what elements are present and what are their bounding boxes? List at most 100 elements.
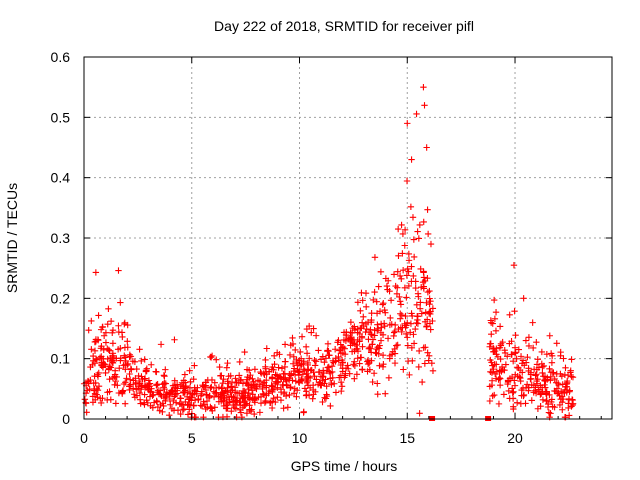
data-point xyxy=(487,356,494,364)
data-point xyxy=(506,311,513,318)
data-point xyxy=(263,370,270,378)
data-point xyxy=(109,352,116,359)
data-point xyxy=(270,395,277,402)
data-point xyxy=(496,374,503,382)
data-point xyxy=(414,290,422,297)
data-point xyxy=(126,351,134,359)
data-point xyxy=(525,365,532,372)
data-point xyxy=(394,284,401,291)
data-point xyxy=(424,206,431,213)
data-point xyxy=(130,391,138,398)
x-tick-label: 20 xyxy=(507,430,523,446)
data-points-layer xyxy=(80,83,577,421)
data-point xyxy=(113,355,120,362)
data-point xyxy=(387,314,394,322)
data-point xyxy=(414,313,422,320)
data-point xyxy=(487,368,494,376)
data-point xyxy=(539,369,546,377)
data-point xyxy=(126,386,133,394)
data-point xyxy=(117,345,124,352)
data-point xyxy=(417,299,424,306)
data-point xyxy=(403,272,411,279)
data-point xyxy=(299,371,307,378)
data-point xyxy=(554,380,562,387)
data-point xyxy=(115,322,122,329)
data-point xyxy=(178,401,185,408)
data-point xyxy=(410,253,418,261)
data-point xyxy=(379,351,387,359)
data-point xyxy=(559,381,566,388)
data-point xyxy=(533,366,541,373)
data-point xyxy=(517,374,524,382)
data-point xyxy=(406,329,414,336)
data-point xyxy=(136,346,143,353)
data-point xyxy=(153,398,161,406)
data-point xyxy=(562,364,569,371)
data-point xyxy=(416,410,423,417)
data-point xyxy=(423,299,430,306)
data-point xyxy=(170,397,177,405)
data-point xyxy=(497,342,505,349)
data-point xyxy=(200,383,207,390)
data-point xyxy=(320,367,327,374)
data-point xyxy=(347,318,355,326)
data-point xyxy=(559,406,566,413)
data-point xyxy=(551,387,558,395)
data-point xyxy=(130,385,137,392)
data-point xyxy=(510,388,517,396)
data-point xyxy=(319,398,326,406)
data-point xyxy=(416,221,424,229)
data-point xyxy=(394,225,402,233)
data-point xyxy=(499,338,506,346)
data-point xyxy=(167,401,174,408)
data-point xyxy=(162,366,169,373)
data-point xyxy=(121,400,129,407)
data-point xyxy=(109,359,117,367)
data-point xyxy=(167,389,174,396)
data-point xyxy=(91,390,99,397)
data-point xyxy=(505,387,512,395)
data-point xyxy=(359,366,366,373)
data-point xyxy=(215,398,223,405)
data-point xyxy=(412,284,419,292)
data-point xyxy=(491,315,499,322)
data-point xyxy=(145,381,152,388)
data-point xyxy=(401,226,409,233)
tick-labels-layer: 0 5 10 15 20 0 0.1 0.2 0.3 0.4 0.5 0.6 xyxy=(51,49,523,446)
data-point xyxy=(290,367,297,375)
data-point xyxy=(253,385,260,393)
y-axis-label: SRMTID / TECUs xyxy=(4,183,20,293)
data-point xyxy=(424,316,431,323)
data-point xyxy=(358,334,366,342)
data-point xyxy=(308,329,315,336)
data-point xyxy=(564,377,571,385)
data-point xyxy=(362,303,370,311)
data-point xyxy=(351,375,358,382)
data-point xyxy=(392,282,399,290)
data-point xyxy=(349,340,356,347)
data-point xyxy=(99,323,106,330)
data-point xyxy=(263,384,270,391)
data-point xyxy=(533,380,541,387)
data-point xyxy=(246,406,253,413)
data-point xyxy=(154,380,161,388)
data-point xyxy=(415,363,422,371)
data-point xyxy=(92,379,99,387)
data-point xyxy=(301,385,309,392)
data-point xyxy=(190,376,197,383)
data-point xyxy=(391,350,399,357)
data-point xyxy=(126,370,133,378)
data-point xyxy=(425,310,433,317)
data-point xyxy=(408,156,415,163)
x-tick-label: 15 xyxy=(399,430,415,446)
data-point xyxy=(303,370,310,377)
data-point xyxy=(354,299,362,306)
data-point xyxy=(548,352,556,359)
y-tick-label: 0.3 xyxy=(51,230,71,246)
data-point xyxy=(115,267,122,274)
data-point xyxy=(370,296,377,304)
data-point xyxy=(359,297,366,304)
data-point xyxy=(274,379,281,386)
data-point xyxy=(525,384,532,391)
data-point xyxy=(424,288,432,296)
